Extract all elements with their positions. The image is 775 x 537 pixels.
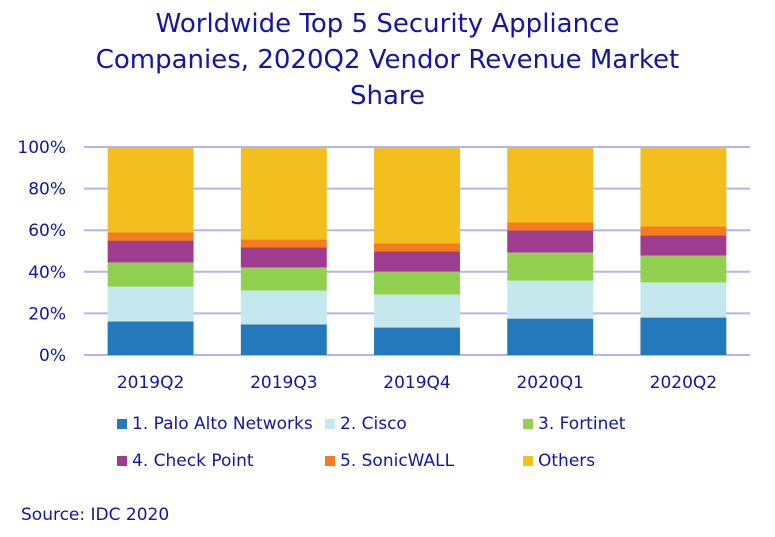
legend-item: 5. SonicWALL (325, 450, 454, 472)
x-tick-label: 2019Q3 (250, 373, 317, 393)
x-axis-tick-labels: 2019Q2 2019Q3 2019Q4 2020Q1 2020Q2 (117, 373, 717, 393)
bar-segment-2020Q2-6 (640, 147, 727, 227)
bar-segment-2020Q1-5 (507, 222, 594, 231)
bar-segment-2020Q2-2 (640, 282, 727, 318)
x-tick-label: 2019Q2 (117, 373, 184, 393)
chart-title-line-1: Worldwide Top 5 Security Appliance (155, 9, 620, 39)
bar-segment-2020Q1-1 (507, 318, 594, 355)
bar-segment-2020Q1-6 (507, 147, 594, 223)
legend-label: 5. SonicWALL (340, 451, 455, 471)
y-axis-tick-labels: 0% 20% 40% 60% 80% 100% (17, 138, 66, 366)
bar-segment-2019Q2-3 (107, 262, 194, 287)
legend-swatch-icon (117, 456, 127, 466)
bar-segment-2019Q3-1 (240, 324, 327, 355)
bar-segment-2020Q1-3 (507, 252, 594, 281)
bar-segment-2019Q4-4 (374, 251, 460, 272)
bar-segment-2019Q4-6 (374, 147, 460, 244)
bar-segment-2019Q4-3 (374, 271, 460, 295)
bar-stack-2020Q1 (507, 147, 594, 355)
y-tick-label: 20% (28, 304, 66, 324)
y-tick-label: 60% (28, 221, 66, 241)
legend-item: 3. Fortinet (523, 413, 625, 435)
bar-segment-2020Q1-2 (507, 280, 594, 319)
bar-segment-2019Q3-6 (240, 147, 327, 240)
bar-segment-2019Q2-4 (107, 240, 194, 263)
source-note: Source: IDC 2020 (21, 505, 170, 525)
legend-label: 4. Check Point (132, 451, 254, 471)
legend-label: Others (538, 451, 596, 471)
y-tick-label: 0% (39, 346, 66, 366)
bar-segment-2020Q2-5 (640, 226, 727, 236)
bar-segment-2019Q3-4 (240, 247, 327, 268)
bar-segment-2020Q2-1 (640, 317, 727, 355)
legend-swatch-icon (325, 419, 335, 429)
legend-swatch-icon (523, 419, 533, 429)
y-tick-label: 100% (17, 138, 66, 158)
bar-stack-2019Q3 (240, 147, 327, 355)
legend-item: 2. Cisco (325, 413, 407, 435)
y-tick-label: 80% (28, 180, 66, 200)
legend-swatch-icon (523, 456, 533, 466)
legend-label: 1. Palo Alto Networks (132, 414, 313, 434)
bar-segment-2020Q1-4 (507, 230, 594, 253)
bar-stack-2020Q2 (640, 147, 727, 355)
chart-title-line-2: Companies, 2020Q2 Vendor Revenue Market (95, 45, 680, 75)
bar-segment-2020Q2-4 (640, 235, 727, 256)
bar-segment-2019Q4-1 (374, 327, 460, 355)
legend-label: 2. Cisco (340, 414, 407, 434)
bar-segment-2019Q2-6 (107, 147, 194, 233)
bar-segment-2020Q2-3 (640, 255, 727, 283)
x-tick-label: 2019Q4 (383, 373, 450, 393)
bar-segment-2019Q2-1 (107, 321, 194, 355)
chart-title: Worldwide Top 5 Security Appliance Compa… (0, 6, 775, 114)
bar-segment-2019Q3-5 (240, 239, 327, 248)
legend-item: 4. Check Point (117, 450, 254, 472)
bars (107, 147, 727, 355)
legend-swatch-icon (325, 456, 335, 466)
bar-segment-2019Q4-5 (374, 243, 460, 252)
x-tick-label: 2020Q2 (650, 373, 717, 393)
bar-segment-2019Q3-2 (240, 290, 327, 325)
x-tick-label: 2020Q1 (516, 373, 583, 393)
bar-stack-2019Q2 (107, 147, 194, 355)
legend-item: Others (523, 450, 595, 472)
bar-stack-2019Q4 (374, 147, 460, 355)
legend-swatch-icon (117, 419, 127, 429)
legend-item: 1. Palo Alto Networks (117, 413, 313, 435)
y-tick-label: 40% (28, 263, 66, 283)
bar-segment-2019Q2-2 (107, 286, 194, 322)
bar-segment-2019Q2-5 (107, 232, 194, 241)
bar-segment-2019Q4-2 (374, 294, 460, 328)
bar-segment-2019Q3-3 (240, 267, 327, 291)
chart-title-line-3: Share (349, 81, 426, 111)
legend-label: 3. Fortinet (538, 414, 626, 434)
